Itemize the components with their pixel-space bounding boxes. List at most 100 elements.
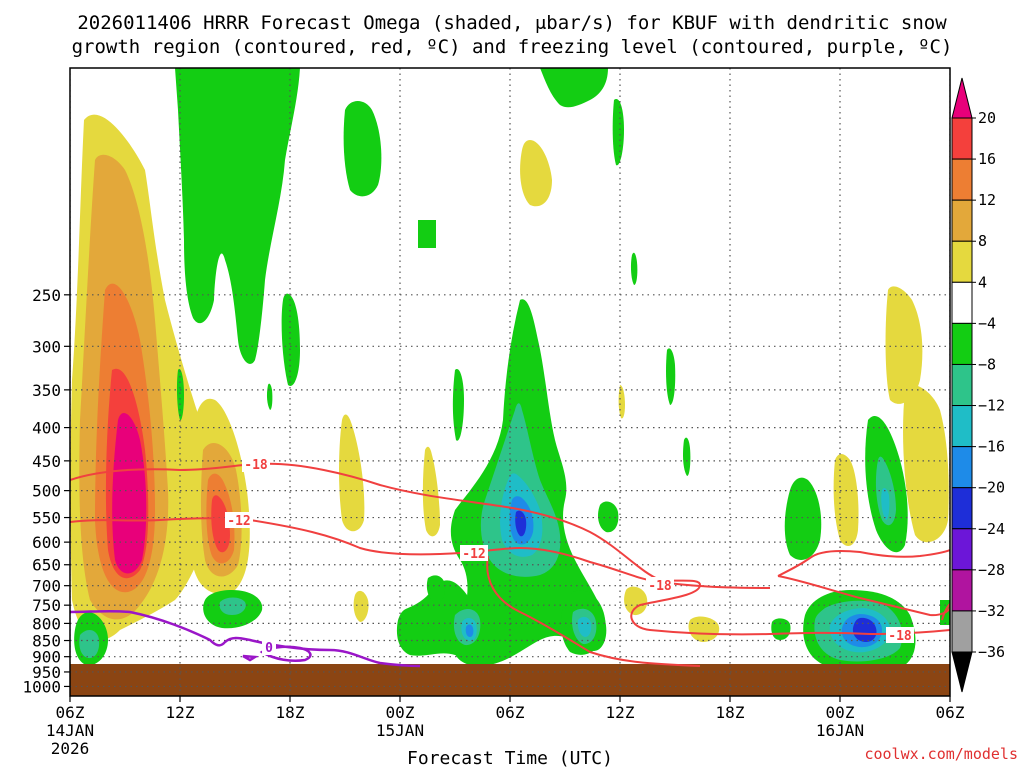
contour-freezing-0-b — [259, 645, 312, 662]
omega-4-8-patch-b — [422, 446, 440, 537]
x-tick-label-6: 18Z — [716, 703, 745, 722]
x-tick-label-7: 00Z — [826, 703, 855, 722]
x-tick-date-0: 14JAN — [46, 721, 94, 740]
omega-neg4-neg8-mid-16jan — [784, 477, 822, 560]
contour-label-minus18-b: -18 — [648, 579, 672, 594]
omega-neg4-neg8-upper-f — [612, 99, 624, 166]
colorbar-label-5: −4 — [978, 314, 996, 332]
x-tick-date-3: 15JAN — [376, 721, 424, 740]
y-tick-label-650: 650 — [32, 556, 61, 575]
x-tick-label-5: 12Z — [606, 703, 635, 722]
colorbar-label-3: 8 — [978, 232, 987, 250]
omega-neg4-neg8-thin-e — [666, 348, 676, 405]
colorbar-bin-4 — [951, 240, 973, 283]
y-tick-label-300: 300 — [32, 337, 61, 356]
x-tick-label-2: 18Z — [276, 703, 305, 722]
contour-label-minus12-a: -12 — [227, 514, 250, 529]
x-tick-date-7: 16JAN — [816, 721, 864, 740]
omega-shading — [70, 68, 950, 696]
colorbar: 20 16 12 8 4 −4 −8 −12 −16 −20 −24 −28 −32 −36 — [951, 77, 1005, 693]
contour-dgz-minus12-b — [486, 555, 701, 667]
x-tick-year-0: 2026 — [51, 739, 90, 758]
x-tick-label-3: 00Z — [386, 703, 415, 722]
y-tick-label-450: 450 — [32, 452, 61, 471]
colorbar-label-12: −32 — [978, 602, 1005, 620]
colorbar-label-13: −36 — [978, 643, 1005, 661]
contour-label-minus18-c: -18 — [888, 629, 912, 644]
omega-neg20-neg24-main-15jan — [515, 510, 527, 537]
omega-4-8-patch-f — [688, 616, 720, 642]
colorbar-bin-2 — [951, 158, 973, 201]
omega-neg4-neg8-thin-a — [176, 368, 184, 421]
omega-neg4-neg8-patch-gg — [598, 501, 619, 533]
colorbar-label-9: −20 — [978, 479, 1005, 497]
omega-neg20-neg24-low-16jan — [852, 617, 877, 642]
y-tick-label-750: 750 — [32, 596, 61, 615]
omega-neg4-neg8-thin-f — [683, 437, 691, 476]
y-tick-label-900: 900 — [32, 648, 61, 667]
omega-neg12-neg16-low-c — [577, 616, 592, 637]
chart-title-line-1: 2026011406 HRRR Forecast Omega (shaded, … — [77, 12, 947, 34]
y-tick-label-800: 800 — [32, 614, 61, 633]
colorbar-bin-6 — [951, 322, 973, 365]
colorbar-label-4: 4 — [978, 273, 987, 291]
contour-label-minus18-a: -18 — [244, 458, 268, 473]
y-tick-label-550: 550 — [32, 509, 61, 528]
omega-neg4-neg8-upper-a — [175, 68, 300, 364]
omega-16-20-secondary — [211, 495, 230, 553]
omega-4-8-patch-d — [520, 140, 552, 207]
omega-4-8-patch-c — [353, 590, 369, 622]
contour-dgz-minus18-c — [777, 549, 950, 577]
omega-neg4-neg8-upper-e — [281, 293, 300, 386]
chart-title-line-2: growth region (contoured, red, ºC) and f… — [72, 36, 953, 58]
colorbar-label-2: 12 — [978, 191, 996, 209]
omega-neg12-neg16-mid-16jan-b — [881, 487, 890, 520]
y-tick-label-500: 500 — [32, 482, 61, 501]
contour-label-minus12-b: -12 — [462, 547, 485, 562]
colorbar-label-1: 16 — [978, 150, 996, 168]
contour-dgz-minus18-d — [777, 575, 950, 617]
colorbar-label-10: −24 — [978, 520, 1005, 538]
omega-neg8-neg12-low-14jan-a — [79, 629, 100, 659]
y-tick-label-250: 250 — [32, 286, 61, 305]
colorbar-bin-11 — [951, 528, 973, 571]
y-tick-label-400: 400 — [32, 419, 61, 438]
y-tick-label-350: 350 — [32, 381, 61, 400]
colorbar-bin-1 — [951, 117, 973, 160]
contour-freezing-0-c — [242, 654, 259, 662]
colorbar-bin-10 — [951, 487, 973, 530]
omega-neg4-neg8-upper-c — [540, 68, 608, 108]
colorbar-label-0: 20 — [978, 109, 996, 127]
omega-neg4-neg8-thin-c — [452, 369, 464, 441]
colorbar-bin-13 — [951, 610, 973, 653]
omega-4-8-patch-g — [833, 454, 859, 546]
omega-neg4-neg8-thin-d — [630, 252, 638, 285]
omega-neg8-neg12-low-14jan-b — [219, 597, 246, 615]
colorbar-bottom-triangle — [951, 651, 973, 693]
y-tick-label-850: 850 — [32, 632, 61, 651]
colorbar-bin-5 — [951, 281, 973, 324]
colorbar-bin-7 — [951, 363, 973, 407]
colorbar-label-11: −28 — [978, 561, 1005, 579]
omega-neg4-neg8-upper-d — [418, 220, 436, 248]
colorbar-bin-8 — [951, 405, 973, 448]
x-axis-label: Forecast Time (UTC) — [407, 748, 613, 768]
contour-label-freezing-0: 0 — [265, 641, 273, 656]
x-tick-label-4: 06Z — [496, 703, 525, 722]
contour-freezing-0 — [70, 609, 421, 668]
colorbar-label-6: −8 — [978, 355, 996, 373]
omega-20-plus-plume — [112, 412, 147, 574]
colorbar-top-triangle — [951, 77, 973, 119]
omega-4-8-patch-a — [339, 414, 365, 532]
y-tick-label-1000: 1000 — [22, 677, 61, 696]
y-axis: 2503003504004505005506006507007508008509… — [22, 286, 70, 696]
credit-link[interactable]: coolwx.com/models — [864, 745, 1018, 763]
omega-4-8-patch-i — [903, 385, 949, 543]
x-tick-label-1: 12Z — [166, 703, 195, 722]
omega-4-8-patch-h — [885, 286, 923, 404]
y-tick-label-600: 600 — [32, 533, 61, 552]
omega-neg16-neg20-low-15jan — [465, 624, 474, 637]
omega-neg4-neg8-upper-b — [343, 101, 382, 197]
